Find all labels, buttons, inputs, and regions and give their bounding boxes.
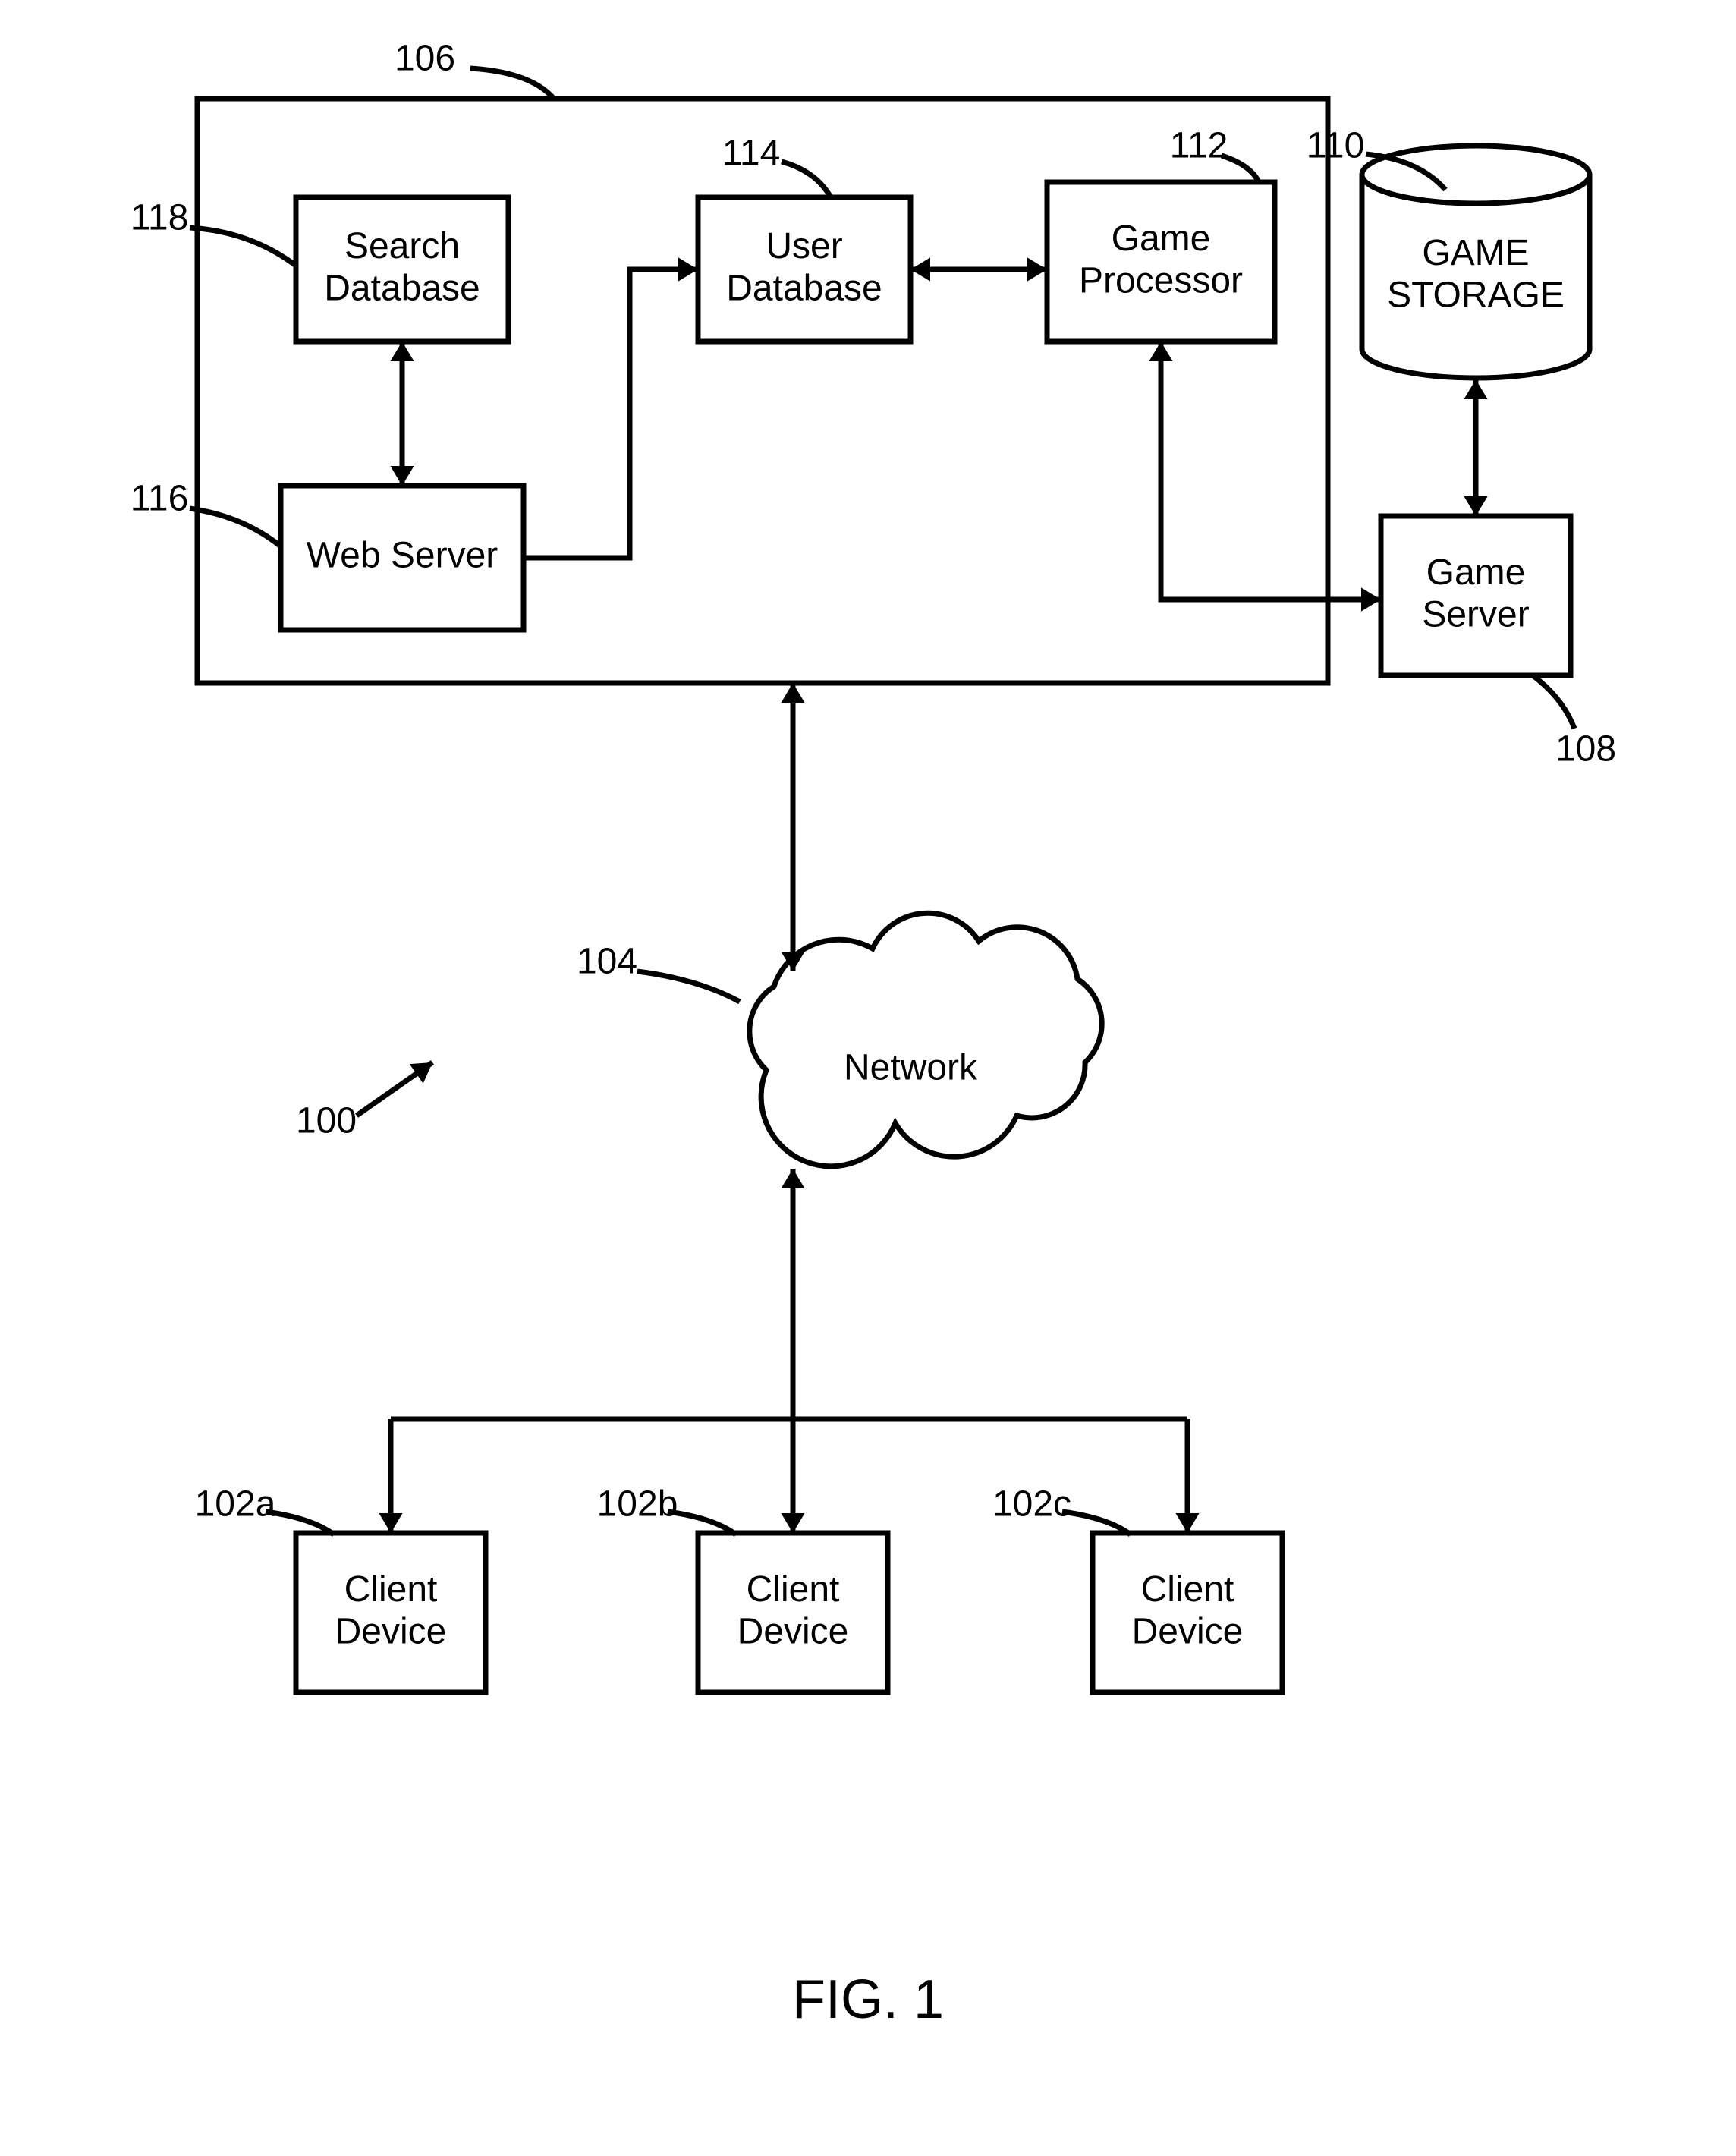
ref-116: 116	[131, 479, 281, 546]
svg-text:104: 104	[577, 942, 637, 982]
svg-text:116: 116	[131, 479, 189, 519]
svg-text:Database: Database	[726, 268, 882, 308]
svg-text:Device: Device	[1132, 1611, 1244, 1651]
client_b-box: ClientDevice	[698, 1533, 888, 1692]
ref-100: 100	[296, 1101, 357, 1141]
client_a-box: ClientDevice	[296, 1533, 486, 1692]
user_db-box: UserDatabase	[698, 197, 910, 341]
svg-text:Game: Game	[1426, 552, 1526, 593]
svg-text:User: User	[766, 226, 842, 266]
svg-text:118: 118	[131, 198, 189, 238]
web_server-box: Web Server	[281, 486, 524, 630]
ref-106: 106	[395, 39, 554, 99]
svg-text:Client: Client	[1141, 1569, 1234, 1610]
svg-text:Device: Device	[737, 1611, 849, 1651]
svg-text:Game: Game	[1112, 219, 1211, 259]
svg-text:Search: Search	[344, 226, 460, 266]
svg-text:106: 106	[395, 39, 455, 79]
svg-text:110: 110	[1307, 126, 1365, 166]
ref-108: 108	[1533, 675, 1616, 770]
svg-text:102b: 102b	[597, 1484, 678, 1525]
ref-104: 104	[577, 942, 740, 1002]
svg-text:100: 100	[296, 1101, 357, 1141]
svg-text:112: 112	[1170, 126, 1228, 166]
svg-text:Web Server: Web Server	[307, 536, 498, 576]
game_server-box: GameServer	[1381, 516, 1571, 675]
figure-label: FIG. 1	[792, 1969, 944, 2030]
ref-102b: 102b	[597, 1484, 736, 1534]
svg-text:GAME: GAME	[1422, 233, 1529, 273]
svg-text:114: 114	[722, 134, 781, 174]
svg-text:Client: Client	[747, 1569, 840, 1610]
svg-text:Client: Client	[344, 1569, 438, 1610]
ref-114: 114	[722, 134, 831, 197]
svg-text:Network: Network	[844, 1048, 978, 1088]
svg-text:102c: 102c	[992, 1484, 1071, 1525]
search_db-box: SearchDatabase	[296, 197, 508, 341]
svg-text:Device: Device	[335, 1611, 447, 1651]
svg-text:Server: Server	[1422, 594, 1529, 634]
ref-102c: 102c	[992, 1484, 1131, 1534]
svg-text:108: 108	[1555, 729, 1616, 770]
svg-text:STORAGE: STORAGE	[1387, 275, 1565, 315]
game_proc-box: GameProcessor	[1047, 182, 1275, 341]
network-cloud: Network	[750, 913, 1102, 1166]
svg-text:Database: Database	[324, 268, 480, 308]
client_c-box: ClientDevice	[1093, 1533, 1282, 1692]
ref-102a: 102a	[195, 1484, 334, 1534]
svg-text:102a: 102a	[195, 1484, 276, 1525]
ref-118: 118	[131, 198, 296, 266]
game-storage-cylinder: GAMESTORAGE	[1362, 146, 1590, 378]
svg-text:Processor: Processor	[1079, 260, 1243, 301]
ref-112: 112	[1170, 126, 1260, 184]
